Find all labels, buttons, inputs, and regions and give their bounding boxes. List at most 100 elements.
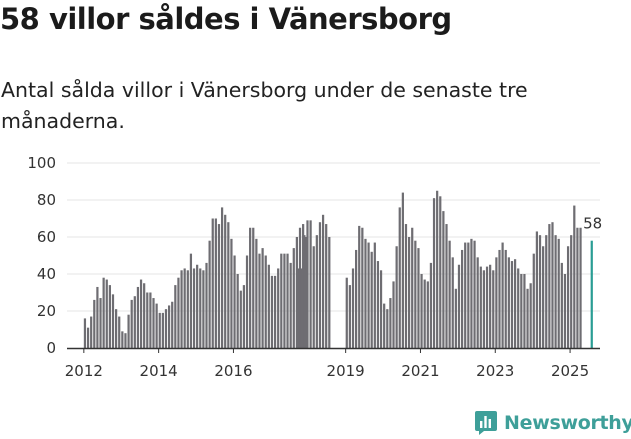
x-tick-label: 2016 (214, 362, 252, 380)
bar (576, 227, 579, 348)
bar (563, 274, 567, 348)
bar (220, 207, 224, 348)
bar (83, 318, 87, 348)
bar (351, 268, 355, 348)
brand-logo[interactable]: Newsworthy (475, 408, 631, 438)
bar (270, 275, 274, 348)
bar (454, 288, 457, 348)
bar (102, 277, 105, 348)
bar (492, 270, 495, 348)
bar (404, 224, 408, 348)
bar (124, 333, 127, 348)
bar (236, 274, 239, 348)
bar (227, 222, 230, 348)
bar (93, 299, 96, 348)
bar (451, 257, 454, 348)
bar (217, 224, 221, 348)
bar (457, 264, 461, 348)
bar (345, 277, 348, 348)
bar (255, 238, 258, 348)
bar (495, 257, 498, 348)
bar (557, 238, 560, 348)
bar (171, 301, 174, 348)
y-tick-label: 20 (37, 302, 56, 320)
bar (448, 240, 451, 348)
x-tick-label: 2014 (140, 362, 178, 380)
bar (289, 262, 292, 348)
bar (245, 255, 249, 348)
bar (442, 211, 445, 348)
bar (501, 242, 504, 348)
bar (364, 238, 367, 348)
bar (146, 292, 149, 348)
bar (328, 237, 331, 348)
bar (208, 240, 211, 348)
bar (315, 235, 318, 348)
bar (202, 270, 205, 348)
y-axis: 0 20 40 60 80 100 (27, 154, 56, 357)
bar (383, 303, 386, 348)
bar (485, 266, 489, 348)
bar (186, 270, 189, 348)
bar (529, 283, 532, 348)
bar (355, 249, 358, 348)
bar (482, 270, 486, 348)
bar (321, 214, 325, 348)
x-tick-label: 2023 (476, 362, 514, 380)
bar (398, 207, 401, 348)
bar (261, 248, 264, 348)
bar (189, 253, 193, 348)
y-tick-label: 0 (46, 339, 56, 357)
bar (386, 309, 389, 348)
bar (445, 224, 448, 348)
bar (545, 235, 548, 348)
bar (551, 222, 554, 348)
bar (548, 224, 551, 348)
bar (205, 262, 208, 348)
bar (192, 268, 196, 348)
bar (392, 281, 395, 348)
bar (312, 246, 315, 348)
bar (532, 253, 535, 348)
bar (233, 255, 236, 348)
bar (108, 285, 111, 348)
bar (426, 281, 429, 348)
bar (297, 268, 300, 348)
bar (526, 288, 529, 348)
bar (554, 235, 557, 348)
bar (370, 251, 373, 348)
bar (510, 261, 514, 348)
bar (306, 220, 309, 348)
bar (476, 257, 479, 348)
bar (560, 262, 563, 348)
bar (180, 270, 183, 348)
bar (230, 238, 233, 348)
y-tick-label: 40 (37, 265, 56, 283)
bar (473, 240, 476, 348)
bar (224, 214, 227, 348)
bar (538, 235, 542, 348)
bar (158, 312, 161, 348)
bar (242, 285, 246, 348)
bar (133, 296, 136, 348)
brand-name: Newsworthy (504, 412, 631, 434)
bar (249, 227, 252, 348)
bar (280, 253, 283, 348)
bar (214, 218, 217, 348)
bar (136, 286, 140, 348)
bar (118, 316, 121, 348)
x-tick-label: 2021 (401, 362, 439, 380)
bar (479, 266, 482, 348)
bar (298, 227, 302, 348)
bar (542, 246, 545, 348)
chart-subtitle: Antal sålda villor i Vänersborg under de… (1, 78, 528, 133)
chart-gridlines (67, 162, 600, 312)
bar (139, 279, 143, 348)
bar (130, 299, 133, 348)
bar (177, 277, 180, 348)
bar (277, 268, 280, 348)
x-axis: 2012 2014 2016 2019 2021 2023 2025 (65, 347, 600, 380)
y-tick-label: 60 (37, 228, 56, 246)
bar (573, 205, 576, 348)
bar (258, 253, 261, 348)
